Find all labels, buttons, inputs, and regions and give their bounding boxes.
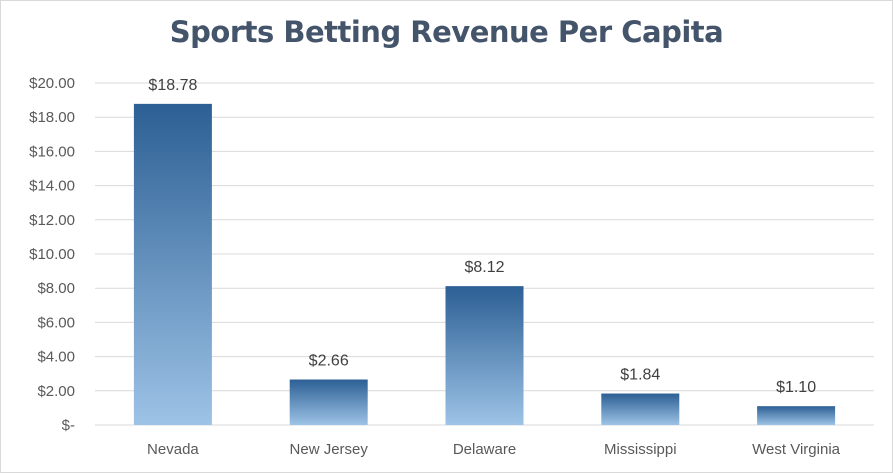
y-tick-label: $14.00 xyxy=(29,178,75,195)
y-tick-label: $12.00 xyxy=(29,212,75,229)
y-tick-label: $16.00 xyxy=(29,143,75,160)
y-axis: $- $2.00 $4.00 $6.00 $8.00 $10.00 $12.00 $14.00… xyxy=(29,75,75,434)
bar xyxy=(601,393,680,425)
chart-title: Sports Betting Revenue Per Capita xyxy=(169,15,724,49)
y-tick-label: $8.00 xyxy=(37,280,75,297)
y-tick-label: $18.00 xyxy=(29,109,75,126)
x-tick-label: West Virginia xyxy=(752,441,840,458)
x-tick-label: Mississippi xyxy=(604,441,677,458)
y-tick-label: $4.00 xyxy=(37,349,75,366)
bar xyxy=(757,406,836,425)
x-axis: Nevada New Jersey Delaware Mississippi West … xyxy=(147,441,841,458)
x-tick-label: Nevada xyxy=(147,441,199,458)
y-tick-label: $6.00 xyxy=(37,314,75,331)
data-label: $18.78 xyxy=(148,77,197,94)
bars xyxy=(133,103,836,425)
bar xyxy=(445,286,524,425)
data-label: $1.10 xyxy=(776,379,816,396)
x-tick-label: New Jersey xyxy=(290,441,369,458)
y-tick-label: $- xyxy=(62,417,75,434)
x-tick-label: Delaware xyxy=(453,441,516,458)
data-label: $8.12 xyxy=(464,259,504,276)
y-tick-label: $20.00 xyxy=(29,75,75,92)
data-labels: $18.78 $2.66 $8.12 $1.84 $1.10 xyxy=(148,77,816,396)
bar xyxy=(289,379,368,425)
data-label: $2.66 xyxy=(309,353,349,370)
bar xyxy=(133,103,212,425)
y-tick-label: $10.00 xyxy=(29,246,75,263)
data-label: $1.84 xyxy=(620,367,660,384)
y-tick-label: $2.00 xyxy=(37,383,75,400)
